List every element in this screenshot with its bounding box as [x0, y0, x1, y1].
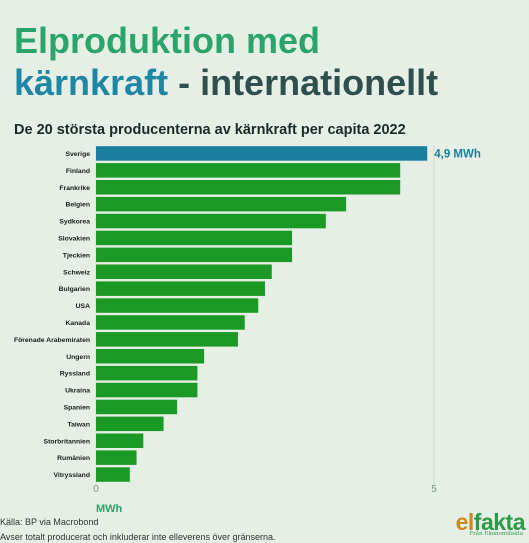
category-label: Ukraina	[65, 388, 90, 395]
bar-taiwan	[96, 416, 164, 432]
bar-förenade-arabemiraten	[96, 332, 238, 347]
page-title: Elproduktion med kärnkraft - internation…	[14, 20, 438, 104]
title-line1: Elproduktion med	[14, 20, 320, 61]
logo-fakta: fakta	[473, 509, 526, 535]
bar-sydkorea	[96, 213, 326, 229]
category-label: Ungern	[66, 354, 90, 361]
bar-finland	[96, 163, 401, 178]
title-accent: kärnkraft	[14, 62, 169, 103]
title-line2: kärnkraft - internationellt	[14, 62, 438, 103]
category-label: USA	[76, 303, 90, 310]
bar-ukraina	[96, 382, 198, 398]
category-label: Kanada	[65, 320, 90, 327]
bar-storbritannien	[96, 433, 144, 448]
category-label: Storbritannien	[44, 438, 90, 445]
x-tick-label-0: 0	[93, 484, 99, 495]
category-label: Tjeckien	[63, 252, 90, 259]
category-label: Slovakien	[58, 235, 90, 242]
category-label: Belgien	[65, 202, 90, 209]
bar-schweiz	[96, 264, 272, 279]
category-label: Vitryssland	[53, 472, 90, 479]
elfakta-logo[interactable]: elfakta	[455, 509, 526, 536]
bar-spanien	[96, 399, 178, 415]
chart-subtitle: De 20 största producenterna av kärnkraft…	[14, 122, 406, 138]
title-rest: - internationellt	[168, 62, 439, 103]
bar-slovakien	[96, 230, 293, 246]
category-label: Spanien	[64, 404, 90, 411]
bar-usa	[96, 298, 259, 313]
bar-ryssland	[96, 365, 198, 381]
bar-frankrike	[96, 180, 401, 195]
source-text: Källa: BP via Macrobond	[0, 517, 99, 527]
bar-vitryssland	[96, 467, 130, 482]
category-label: Taiwan	[67, 421, 90, 428]
bar-rumänien	[96, 450, 137, 465]
category-label: Förenade Arabemiraten	[14, 337, 90, 344]
x-tick-label-1: 5	[431, 484, 437, 495]
bar-chart: 0 5 Sverige 4,9 MWh Finland Frankrike Belgien S…	[14, 145, 481, 515]
category-label: Schweiz	[63, 269, 90, 276]
bar-tjeckien	[96, 247, 293, 263]
bar-sverige	[96, 146, 428, 161]
logo-el: el	[455, 509, 475, 535]
category-label: Frankrike	[59, 185, 90, 192]
logo-subtitle: Från Ekonomifakta	[469, 531, 523, 537]
category-label: Ryssland	[60, 371, 90, 378]
bar-ungern	[96, 349, 205, 364]
category-label: Finland	[66, 168, 90, 175]
x-axis-label: MWh	[96, 503, 123, 515]
bar-bulgarien	[96, 281, 265, 296]
highlight-value-label: 4,9 MWh	[434, 148, 481, 160]
category-label: Rumänien	[57, 455, 90, 462]
category-label: Sydkorea	[59, 219, 90, 226]
note-text: Avser totalt producerat och inkluderar i…	[0, 532, 276, 542]
bar-belgien	[96, 196, 347, 212]
category-label: Bulgarien	[59, 286, 90, 293]
bar-kanada	[96, 315, 245, 330]
category-label: Sverige	[65, 151, 90, 158]
